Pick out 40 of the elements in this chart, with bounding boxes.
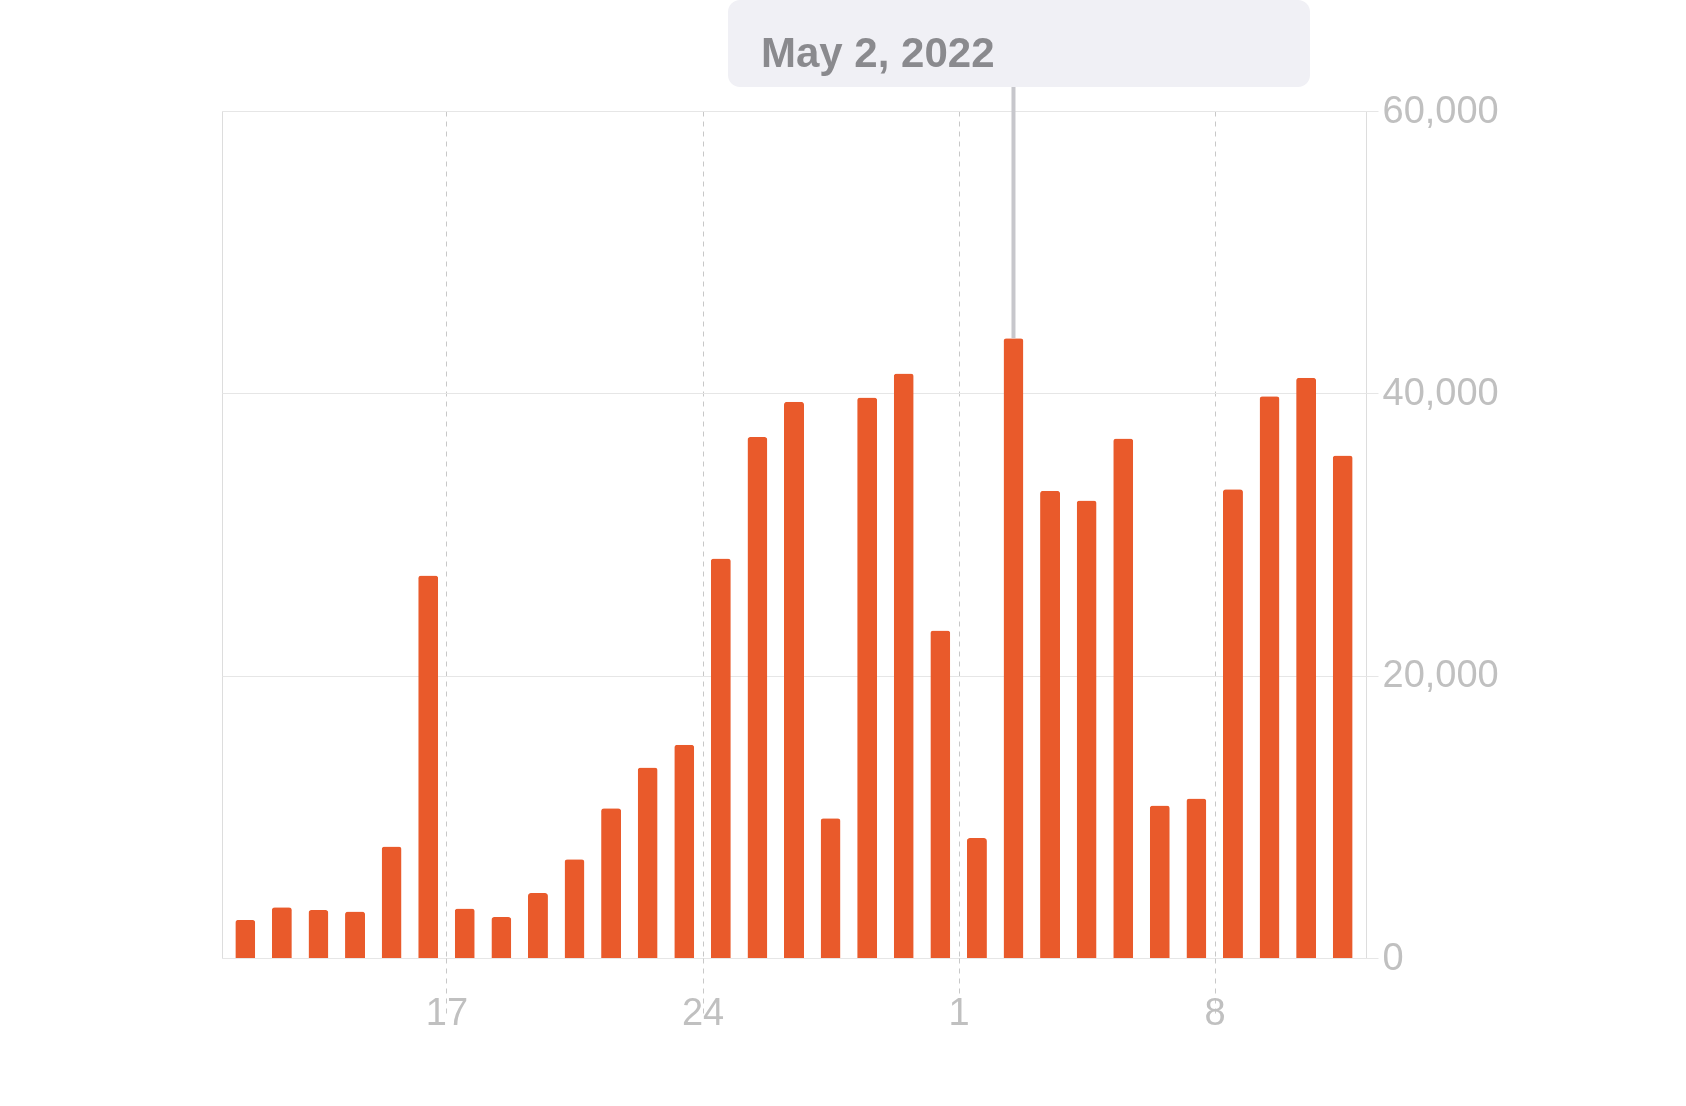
bar	[893, 373, 914, 958]
y-tick-label: 40,000	[1382, 370, 1499, 413]
bar	[1186, 798, 1207, 958]
bar	[1003, 338, 1024, 958]
bar	[1076, 500, 1097, 958]
y-tick-label: 0	[1382, 935, 1404, 978]
annotation: May 2, 2022	[761, 29, 995, 76]
bar	[308, 910, 329, 958]
bar	[674, 744, 695, 958]
bar	[1149, 805, 1170, 958]
bar	[784, 401, 804, 958]
bar	[527, 893, 548, 958]
bar	[1222, 489, 1243, 958]
bar	[930, 630, 951, 958]
bar	[747, 437, 768, 958]
bar	[637, 767, 658, 958]
bar	[271, 907, 292, 958]
bar	[710, 558, 731, 958]
bar	[1259, 396, 1280, 958]
x-tick-label: 17	[425, 990, 469, 1033]
bar	[966, 838, 987, 958]
x-tick-label: 8	[1204, 990, 1226, 1033]
bar	[857, 397, 878, 958]
bar	[601, 808, 622, 958]
bar	[1296, 377, 1317, 958]
bar	[564, 859, 585, 958]
bar	[820, 818, 841, 958]
bar	[235, 919, 256, 958]
bar	[1332, 455, 1353, 958]
bar	[1113, 438, 1134, 958]
bar	[1040, 490, 1061, 958]
bar	[418, 575, 439, 958]
x-tick-label: 1	[948, 990, 970, 1033]
bar	[491, 917, 512, 958]
x-tick-label: 24	[681, 990, 725, 1033]
bar	[345, 911, 366, 958]
bar	[454, 908, 475, 958]
y-tick-label: 60,000	[1382, 88, 1499, 131]
bar	[381, 846, 402, 958]
y-tick-label: 20,000	[1382, 653, 1499, 696]
